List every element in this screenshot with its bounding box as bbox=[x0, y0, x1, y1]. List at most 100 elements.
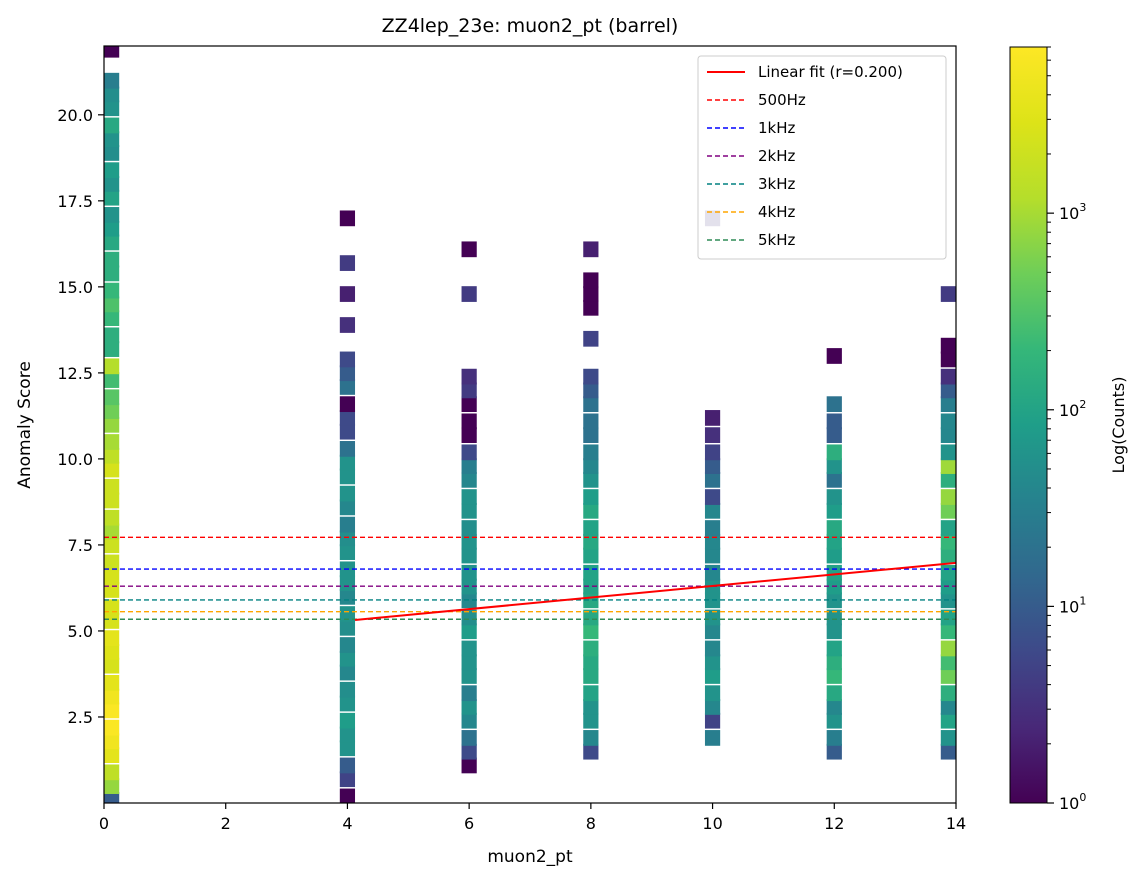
heatmap-cell bbox=[826, 730, 842, 746]
heatmap-cell bbox=[104, 582, 120, 598]
heatmap-cell bbox=[940, 564, 956, 581]
threshold-lines bbox=[104, 536, 956, 620]
heatmap-cell bbox=[339, 255, 356, 271]
heatmap-cell bbox=[339, 740, 356, 757]
heatmap-cell bbox=[940, 547, 956, 564]
heatmap-cell bbox=[826, 654, 842, 671]
heatmap-cell bbox=[104, 117, 120, 134]
heatmap-cell bbox=[461, 471, 477, 488]
heatmap-cell bbox=[104, 791, 120, 803]
x-axis-ticks: 0 2 4 6 8 10 12 14 bbox=[99, 803, 966, 833]
heatmap-cell bbox=[704, 564, 721, 581]
heatmap-cell bbox=[339, 410, 356, 426]
heatmap-cell bbox=[104, 162, 120, 179]
heatmap-cell bbox=[583, 668, 599, 684]
heatmap-cell bbox=[339, 351, 356, 368]
heatmap-cell bbox=[940, 730, 956, 746]
heatmap-cell bbox=[583, 330, 599, 347]
heatmap-cell bbox=[704, 502, 721, 519]
heatmap-cell bbox=[104, 492, 120, 509]
heatmap-cell bbox=[339, 210, 356, 227]
fit-line-group bbox=[354, 561, 957, 621]
heatmap-cell bbox=[104, 176, 120, 192]
heatmap-cell bbox=[826, 712, 842, 729]
heatmap-cell bbox=[940, 623, 956, 640]
colorbar-gradient bbox=[1009, 46, 1048, 804]
heatmap-cell bbox=[104, 46, 120, 58]
heatmap-cell bbox=[583, 547, 599, 564]
legend-label: Linear fit (r=0.200) bbox=[758, 63, 903, 81]
heatmap-cell bbox=[826, 699, 842, 715]
heatmap-cell bbox=[339, 454, 356, 471]
heatmap-cell bbox=[461, 668, 477, 684]
heatmap-cell bbox=[104, 434, 120, 450]
heatmap-cell bbox=[826, 427, 842, 443]
colorbar-label: Log(Counts) bbox=[1109, 377, 1128, 474]
heatmap-cell bbox=[461, 286, 477, 302]
heatmap-cell bbox=[339, 681, 356, 698]
heatmap-cell bbox=[583, 458, 599, 474]
heatmap-cell bbox=[104, 310, 120, 326]
heatmap-cell bbox=[583, 609, 599, 626]
heatmap-cell bbox=[104, 296, 120, 313]
y-tick-label: 2.5 bbox=[68, 708, 93, 727]
heatmap-cell bbox=[583, 382, 599, 399]
heatmap-cell bbox=[339, 695, 356, 712]
heatmap-cell bbox=[461, 609, 477, 626]
heatmap-cell bbox=[940, 668, 956, 684]
heatmap-cell bbox=[583, 730, 599, 746]
heatmap-cell bbox=[461, 730, 477, 746]
heatmap-cell bbox=[461, 458, 477, 474]
heatmap-cell bbox=[461, 547, 477, 564]
heatmap-cell bbox=[339, 757, 356, 774]
colorbar-tick-label: 103 bbox=[1059, 201, 1086, 223]
heatmap-cell bbox=[583, 444, 599, 461]
heatmap-cell bbox=[104, 447, 120, 464]
heatmap-cell bbox=[826, 685, 842, 702]
heatmap-cell bbox=[104, 778, 120, 794]
heatmap-cell bbox=[704, 654, 721, 671]
linear-fit-line bbox=[354, 561, 957, 621]
y-tick-label: 5.0 bbox=[68, 622, 93, 641]
heatmap-cell bbox=[826, 489, 842, 505]
heatmap-cell bbox=[704, 458, 721, 474]
heatmap-cell bbox=[704, 427, 721, 443]
heatmap-cell bbox=[104, 675, 120, 691]
heatmap-cell bbox=[339, 650, 356, 667]
heatmap-cell bbox=[583, 712, 599, 729]
heatmap-cell bbox=[339, 606, 356, 622]
heatmap-cell bbox=[583, 368, 599, 385]
heatmap-cell bbox=[583, 699, 599, 715]
heatmap-cell bbox=[104, 389, 120, 406]
heatmap-cell bbox=[940, 520, 956, 536]
chart-title: ZZ4lep_23e: muon2_pt (barrel) bbox=[382, 15, 679, 37]
heatmap-cell bbox=[104, 403, 120, 419]
heatmap-cell bbox=[461, 712, 477, 729]
heatmap-cell bbox=[940, 286, 956, 302]
heatmap-cell bbox=[339, 771, 356, 788]
heatmap-cell bbox=[104, 72, 120, 89]
heatmap-cell bbox=[826, 609, 842, 626]
heatmap-cell bbox=[104, 657, 120, 674]
heatmap-cell bbox=[339, 317, 356, 333]
heatmap-cell bbox=[104, 131, 120, 148]
heatmap-cell bbox=[583, 471, 599, 488]
heatmap-cell bbox=[339, 516, 356, 533]
heatmap-cell bbox=[104, 733, 120, 750]
heatmap-cell bbox=[940, 413, 956, 430]
x-tick-label: 0 bbox=[99, 814, 109, 833]
heatmap-cell bbox=[104, 719, 120, 736]
heatmap-cell bbox=[940, 654, 956, 671]
heatmap-cell bbox=[583, 286, 599, 302]
heatmap-cell bbox=[826, 471, 842, 488]
heatmap-cell bbox=[461, 489, 477, 505]
legend-label: 4kHz bbox=[758, 203, 796, 221]
heatmap-cell bbox=[940, 396, 956, 413]
heatmap-cell bbox=[940, 489, 956, 505]
heatmap-cell bbox=[583, 685, 599, 702]
heatmap-cell bbox=[461, 699, 477, 715]
y-tick-label: 7.5 bbox=[68, 536, 93, 555]
heatmap-cell bbox=[826, 348, 842, 364]
y-tick-label: 12.5 bbox=[57, 364, 93, 383]
y-tick-label: 17.5 bbox=[57, 192, 93, 211]
